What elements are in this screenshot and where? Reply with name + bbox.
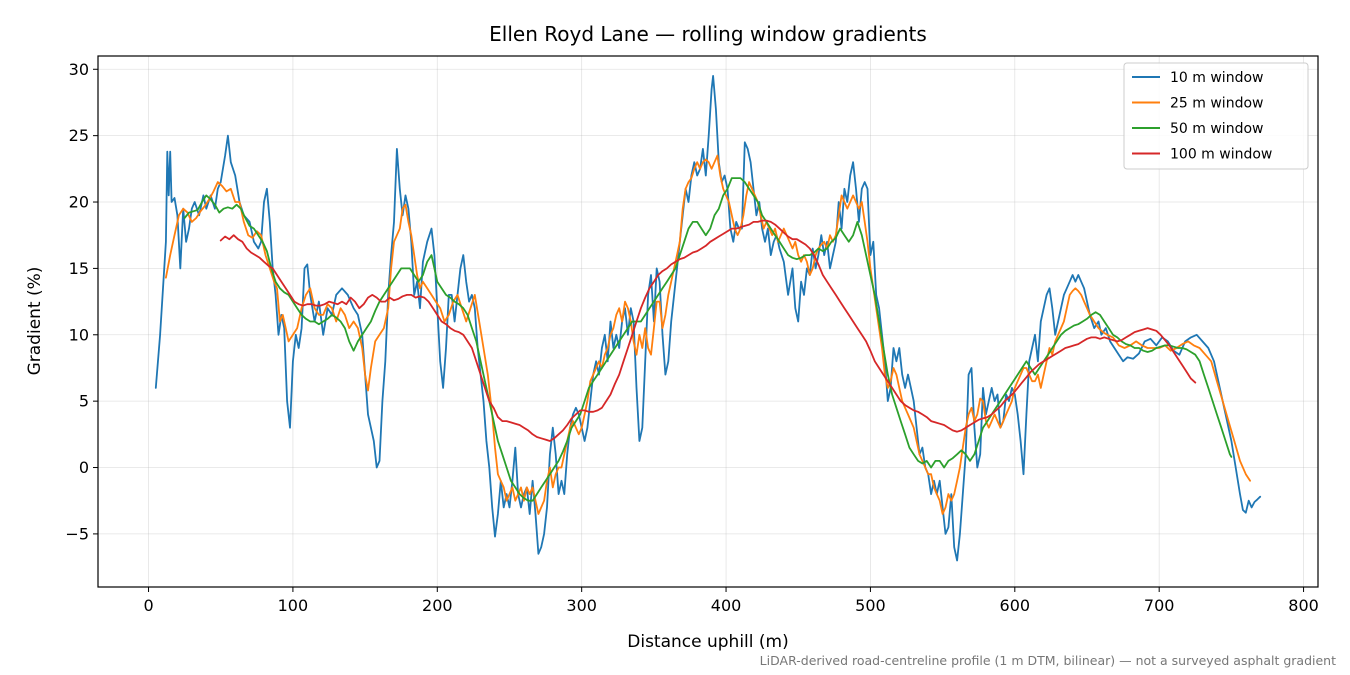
series-line-3 — [219, 219, 1197, 442]
chart-title: Ellen Royd Lane — rolling window gradien… — [489, 22, 927, 46]
x-tick-label: 800 — [1288, 596, 1319, 615]
y-tick-label: 25 — [69, 126, 89, 145]
x-tick-label: 500 — [855, 596, 886, 615]
plot-frame — [97, 55, 1319, 588]
legend: 10 m window 25 m window 50 m window 100 m w… — [1123, 62, 1309, 170]
y-tick-label: 5 — [79, 392, 89, 411]
legend-label-2: 50 m window — [1170, 121, 1263, 137]
footnote: LiDAR-derived road-centreline profile (1… — [760, 653, 1336, 668]
y-tick-label: −5 — [65, 524, 89, 543]
x-tick-label: 100 — [278, 596, 309, 615]
y-tick-label: 30 — [69, 60, 89, 79]
x-tick-label: 0 — [143, 596, 153, 615]
y-tick-label: 0 — [79, 458, 89, 477]
series-line-2 — [183, 177, 1233, 502]
x-axis-label: Distance uphill (m) — [627, 632, 788, 652]
legend-box — [1123, 62, 1309, 170]
x-tick-label: 700 — [1144, 596, 1175, 615]
x-tick-label: 200 — [422, 596, 453, 615]
x-tick-label: 300 — [566, 596, 597, 615]
legend-label-0: 10 m window — [1170, 70, 1263, 86]
legend-label-3: 100 m window — [1170, 147, 1272, 163]
y-axis-label: Gradient (%) — [25, 267, 45, 376]
axis-ticks: 0 100 200 300 400 500 600 700 800 −5 0 5 10 15 20 25 30 — [65, 60, 1318, 615]
y-tick-label: 10 — [69, 325, 89, 344]
x-tick-label: 400 — [711, 596, 742, 615]
x-tick-label: 600 — [1000, 596, 1031, 615]
y-tick-label: 15 — [69, 259, 89, 278]
legend-label-1: 25 m window — [1170, 96, 1263, 112]
y-tick-label: 20 — [69, 193, 89, 212]
series-lines — [154, 75, 1262, 562]
series-line-1 — [164, 154, 1251, 515]
